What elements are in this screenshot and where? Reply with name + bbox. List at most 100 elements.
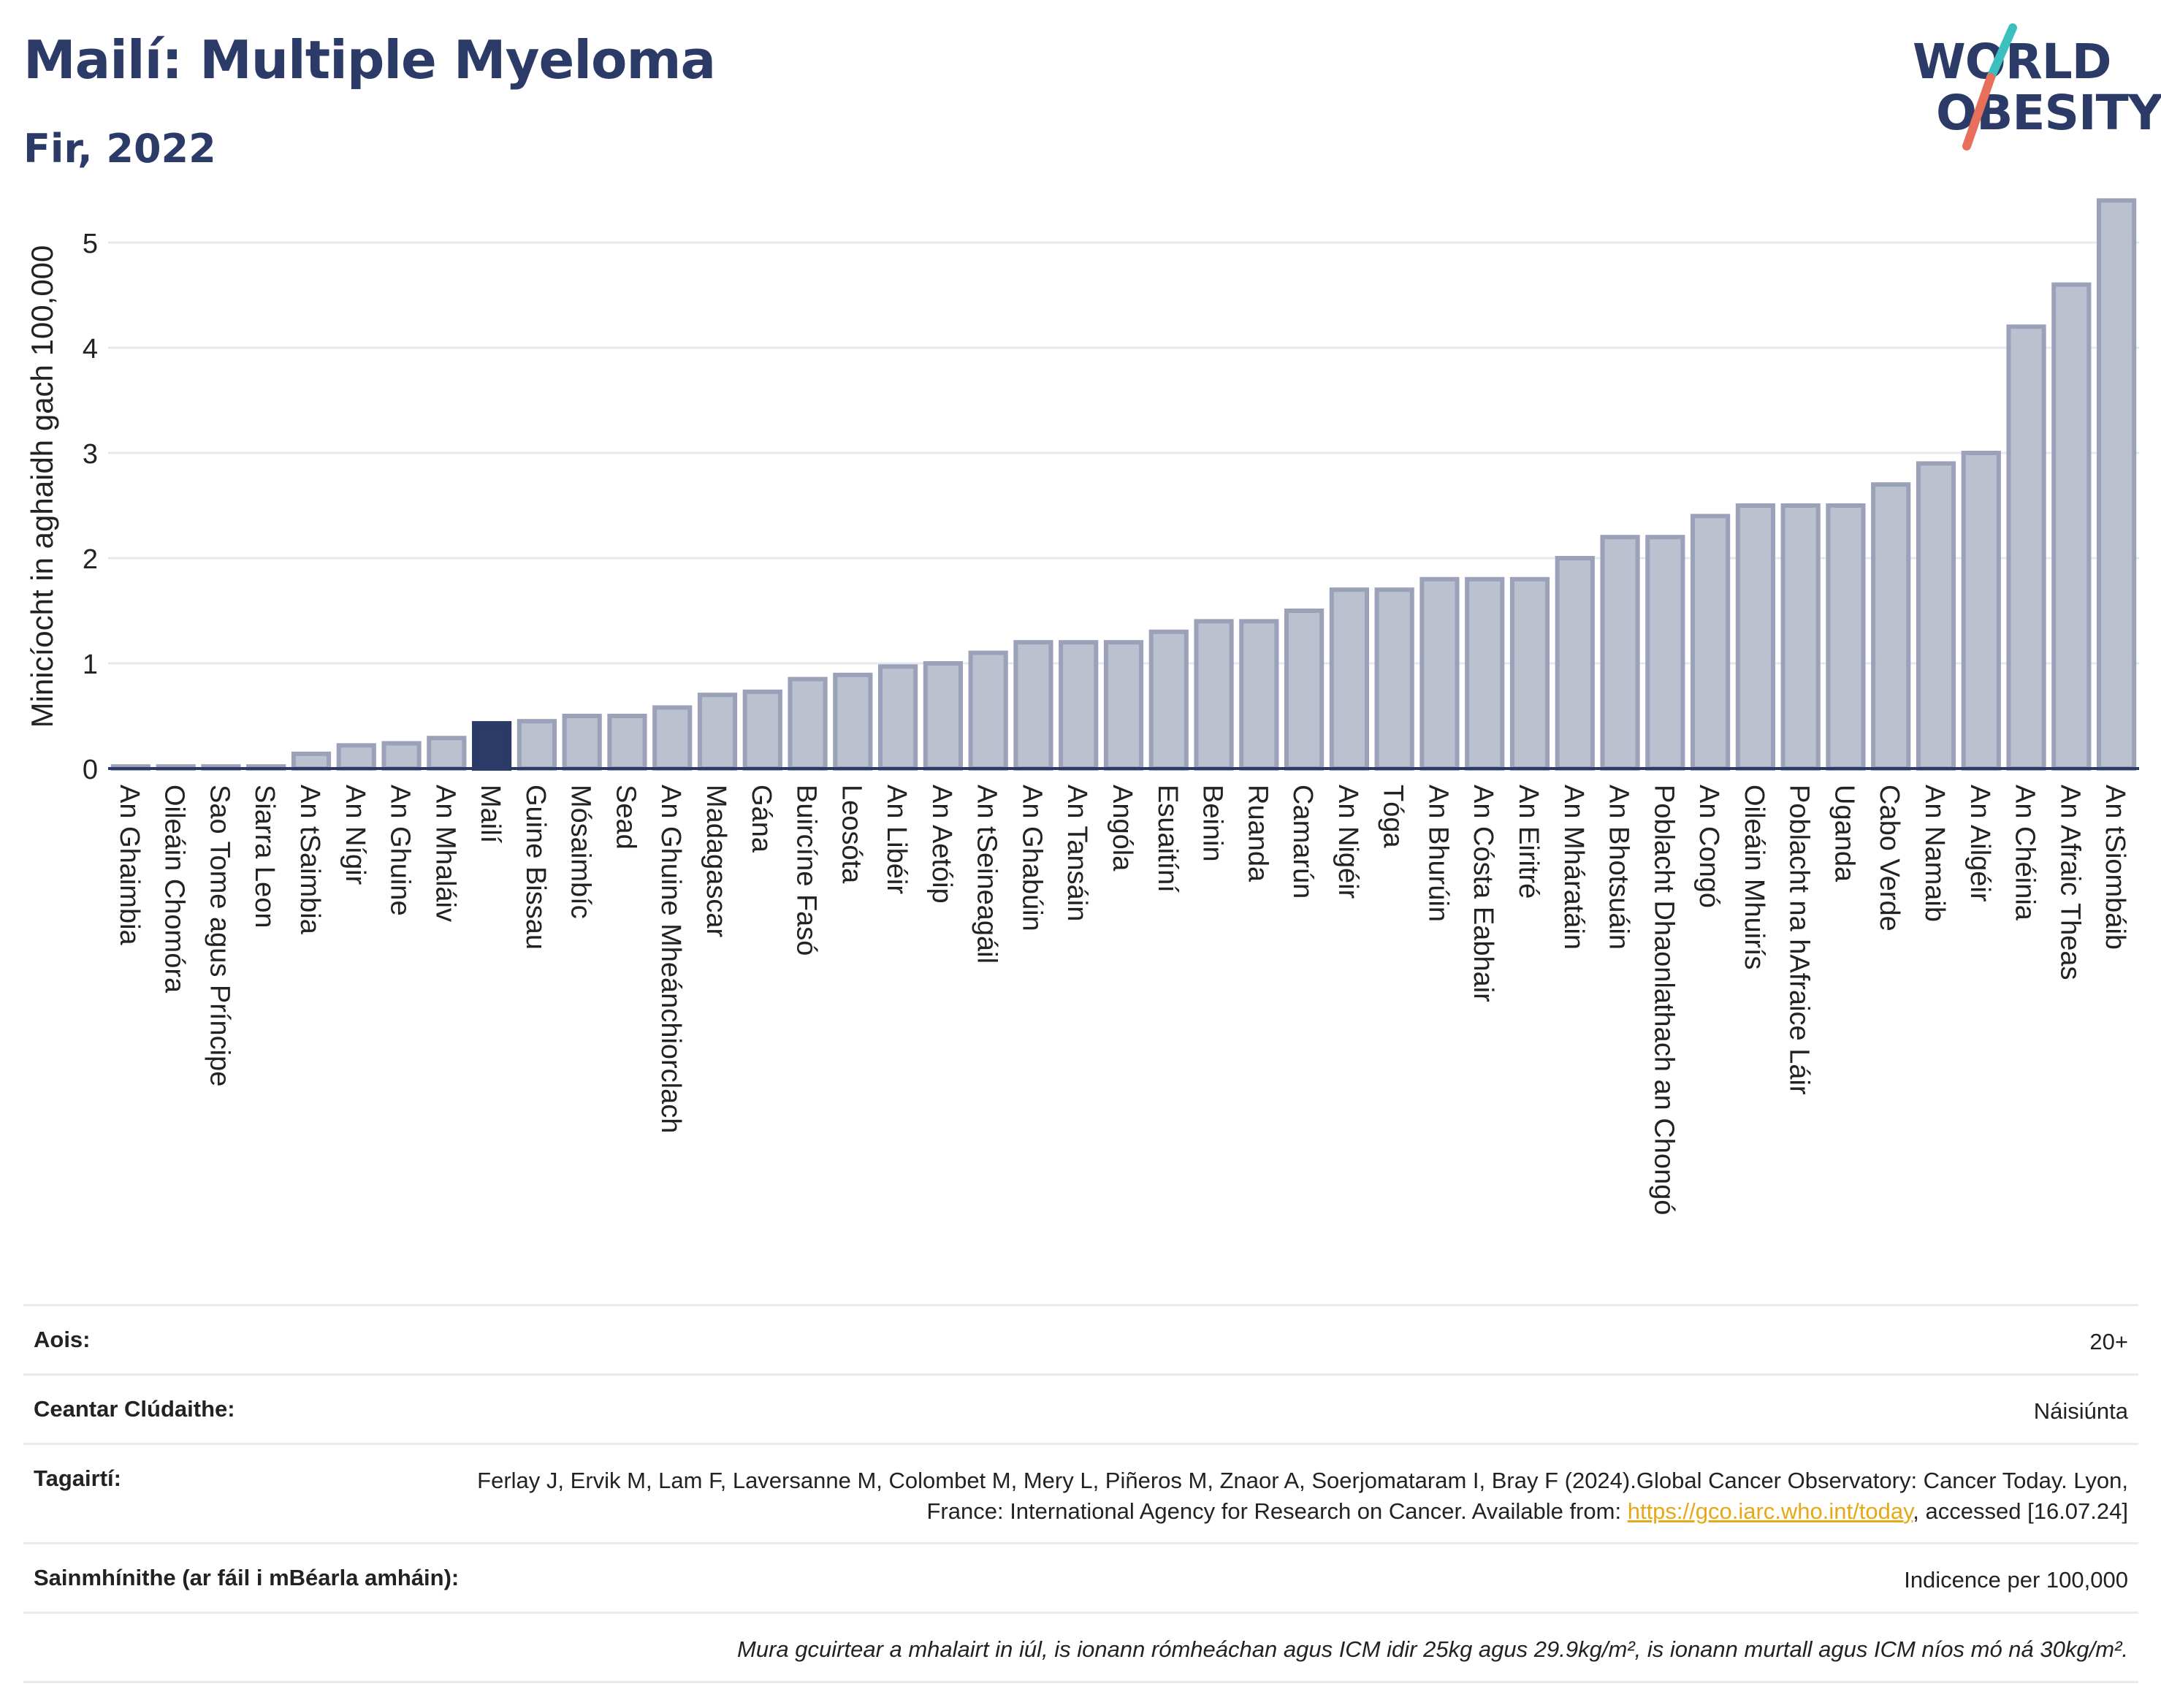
y-tick-label: 0 xyxy=(83,755,98,785)
x-tick-label: Camarún xyxy=(1287,785,1318,899)
page-subtitle: Fir, 2022 xyxy=(23,126,216,172)
x-tick-label: An Bhotsuáin xyxy=(1604,785,1634,950)
bar xyxy=(833,672,873,771)
bar xyxy=(1419,576,1460,771)
x-tick-label: An Ghabúin xyxy=(1016,785,1047,931)
bar xyxy=(336,743,376,771)
x-tick-label: An Namaib xyxy=(1919,785,1950,922)
info-row-coverage: Ceantar Clúdaithe: Náisiúnta xyxy=(23,1373,2138,1443)
bar xyxy=(2097,198,2137,771)
x-tick-label: Sao Tome agus Príncipe xyxy=(204,785,235,1086)
y-tick-label: 2 xyxy=(83,544,98,575)
bar xyxy=(968,650,1008,771)
x-tick-label: An Aetóip xyxy=(926,785,957,904)
x-tick-label: Gána xyxy=(746,785,777,853)
x-tick-label: An Mhaláiv xyxy=(430,785,460,922)
x-tick-label: Poblacht na hAfraice Láir xyxy=(1784,785,1815,1095)
bar xyxy=(2051,282,2092,771)
x-tick-label: An Ghaimbia xyxy=(114,785,145,946)
bar xyxy=(697,693,738,771)
bar-chart: 0 1 2 3 4 5 An Ghaimbia Oileáin Chomóra Sao Tom… xyxy=(25,198,2139,1215)
x-tick-label: An Cósta Eabhair xyxy=(1468,785,1498,1002)
x-tick-label: An Nígir xyxy=(340,785,370,885)
bar xyxy=(427,736,467,771)
x-tick-label: Mósaimbíc xyxy=(565,785,596,919)
x-tick-label: An Afraic Theas xyxy=(2054,785,2085,980)
bar xyxy=(1239,619,1279,771)
x-tick-label: Sead xyxy=(610,785,641,850)
x-tick-label: Mailí xyxy=(475,785,506,844)
bar xyxy=(1148,629,1189,771)
bar xyxy=(607,714,647,771)
y-tick-label: 5 xyxy=(83,229,98,259)
bar xyxy=(1194,619,1234,771)
x-tick-label: An Bhurúin xyxy=(1422,785,1453,922)
bar xyxy=(742,689,782,771)
references-value: Ferlay J, Ervik M, Lam F, Laversanne M, … xyxy=(448,1465,2128,1527)
x-tick-label: An Nigéir xyxy=(1333,785,1363,899)
reference-link[interactable]: https://gco.iarc.who.int/today xyxy=(1627,1498,1913,1524)
age-label: Aois: xyxy=(34,1327,91,1352)
logo-slash-icon xyxy=(1962,23,2017,150)
bar xyxy=(1780,503,1821,771)
x-tick-label: An tSiombáib xyxy=(2100,785,2130,950)
bar xyxy=(2006,324,2046,771)
bar xyxy=(1961,451,2001,771)
x-tick-label: Tóga xyxy=(1378,785,1409,848)
reference-text: Ferlay J, Ervik M, Lam F, Laversanne M, … xyxy=(477,1467,2128,1524)
x-tick-labels: An Ghaimbia Oileáin Chomóra Sao Tome agus … xyxy=(114,785,2130,1215)
bar xyxy=(1555,556,1595,771)
bar xyxy=(1735,503,1775,771)
x-tick-label: Siarra Leon xyxy=(249,785,280,928)
x-tick-label: An Tansáin xyxy=(1062,785,1092,921)
bar xyxy=(1465,576,1505,771)
info-row-references: Tagairtí: Ferlay J, Ervik M, Lam F, Lave… xyxy=(23,1442,2138,1543)
coverage-label: Ceantar Clúdaithe: xyxy=(34,1395,235,1422)
bar xyxy=(291,751,332,771)
definitions-label: Sainmhínithe (ar fáil i mBéarla amháin): xyxy=(34,1565,460,1591)
bar xyxy=(1013,640,1053,771)
bar xyxy=(1645,535,1685,771)
bar xyxy=(562,714,602,771)
y-tick-label: 3 xyxy=(83,439,98,470)
y-tick-label: 4 xyxy=(83,334,98,365)
world-obesity-logo: WORLD OBESITY xyxy=(1899,22,2161,153)
x-tick-label: An Congó xyxy=(1693,785,1724,908)
bar xyxy=(1691,514,1731,771)
x-tick-label: An tSeineagáil xyxy=(972,785,1002,964)
bar xyxy=(381,741,422,771)
bar xyxy=(517,719,557,771)
bar xyxy=(472,721,512,771)
x-tick-label: An Libéir xyxy=(881,785,912,894)
x-tick-label: Cabo Verde xyxy=(1874,785,1905,931)
bars xyxy=(110,198,2137,771)
bar xyxy=(1600,535,1640,771)
bar xyxy=(1284,609,1325,771)
info-table: Aois: 20+ Ceantar Clúdaithe: Náisiúnta T… xyxy=(23,1304,2138,1684)
bar xyxy=(1826,503,1866,771)
x-tick-label: An tSaimbia xyxy=(294,785,325,935)
x-tick-label: An Ghuine xyxy=(385,785,416,916)
x-tick-label: Beinin xyxy=(1197,785,1228,862)
bar xyxy=(1103,640,1144,771)
x-tick-label: Uganda xyxy=(1829,785,1859,882)
x-tick-label: An Mháratáin xyxy=(1558,785,1589,950)
x-tick-label: Buircíne Fasó xyxy=(791,785,822,956)
bar xyxy=(1059,640,1099,771)
y-tick-labels: 0 1 2 3 4 5 xyxy=(83,229,98,785)
bar xyxy=(1509,576,1550,771)
bar xyxy=(1916,461,1956,771)
x-tick-label: Madagascar xyxy=(701,785,731,937)
references-label: Tagairtí: xyxy=(34,1465,121,1491)
x-tick-label: Poblacht Dhaonlathach an Chongó xyxy=(1648,785,1679,1215)
x-tick-label: An Ghuine Mheánchiorclach xyxy=(655,785,686,1133)
footnote: Mura gcuirtear a mhalairt in iúl, is ion… xyxy=(737,1636,2128,1663)
x-tick-label: Leosóta xyxy=(836,785,866,884)
coverage-value: Náisiúnta xyxy=(2033,1398,2128,1424)
x-tick-label: An Chéinia xyxy=(2010,785,2040,921)
x-tick-label: Oileáin Mhuirís xyxy=(1739,785,1769,969)
x-tick-label: An Ailgéir xyxy=(1964,785,1995,902)
age-value: 20+ xyxy=(2089,1329,2128,1354)
bar xyxy=(652,705,693,771)
info-row-age: Aois: 20+ xyxy=(23,1304,2138,1373)
